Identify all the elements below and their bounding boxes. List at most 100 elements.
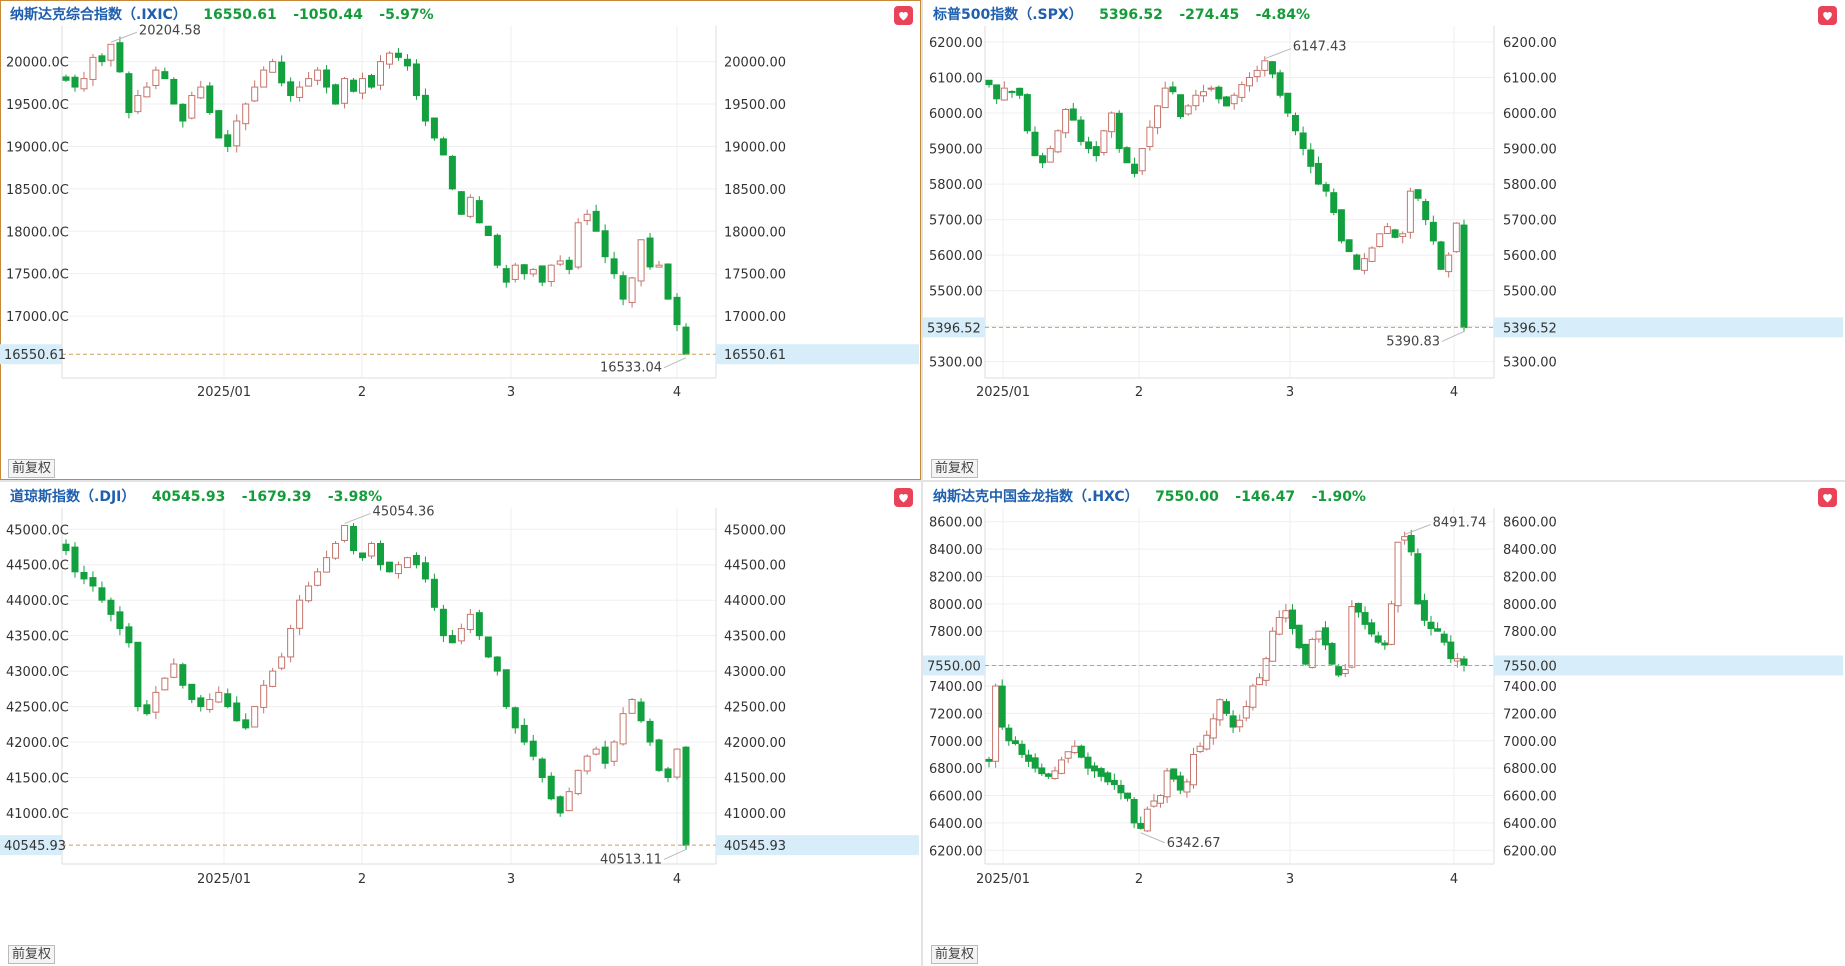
candle xyxy=(430,117,438,141)
heart-icon[interactable] xyxy=(894,6,913,25)
candle xyxy=(143,699,151,716)
candle-body xyxy=(1406,190,1414,233)
heart-icon[interactable] xyxy=(894,488,913,507)
candle-body xyxy=(1414,189,1422,199)
candle xyxy=(583,754,591,775)
candle-body xyxy=(1161,87,1169,109)
candle-body xyxy=(1005,727,1013,742)
y-tick-label-right: 18500.00 xyxy=(724,183,786,198)
chart-panel-spx[interactable]: 标普500指数（.SPX） 5396.52 -274.45 -4.84% 620… xyxy=(923,0,1845,480)
candle-body xyxy=(1123,147,1131,164)
candle xyxy=(1422,198,1430,226)
candle-body xyxy=(161,71,169,80)
index-name: 纳斯达克中国金龙指数（.HXC） xyxy=(933,489,1139,505)
candle xyxy=(260,679,268,714)
candle xyxy=(1276,69,1284,98)
candle-body xyxy=(1335,666,1343,676)
y-tick-label-right: 5900.00 xyxy=(1503,143,1557,158)
candle xyxy=(538,757,546,783)
candle xyxy=(368,541,376,559)
candle-body xyxy=(1407,534,1415,553)
candle xyxy=(1031,126,1039,157)
adjust-button[interactable]: 前复权 xyxy=(931,945,979,964)
candle-body xyxy=(646,237,654,268)
candle xyxy=(985,756,993,768)
candle-body xyxy=(601,746,609,764)
candle xyxy=(1077,116,1085,146)
candle-body xyxy=(1077,119,1085,142)
candle-body xyxy=(1064,751,1072,759)
candle xyxy=(457,623,465,645)
candle-body xyxy=(502,268,510,283)
candle-body xyxy=(376,543,384,566)
y-tick-label-left: 18000.0C xyxy=(6,225,69,240)
candle xyxy=(1170,768,1178,782)
chart-panel-ixic[interactable]: 纳斯达克综合指数（.IXIC） 16550.61 -1050.44 -5.97%… xyxy=(0,0,921,480)
candle xyxy=(619,271,627,306)
last-price-badge-right xyxy=(1494,655,1843,676)
last-price-label-left: 7550.00 xyxy=(927,659,981,674)
candle xyxy=(1391,228,1399,239)
candle-body xyxy=(1163,770,1171,798)
candle-body xyxy=(1422,201,1430,221)
candle xyxy=(421,556,429,583)
last-price-badge-left xyxy=(0,344,62,365)
candle xyxy=(574,769,582,796)
candle xyxy=(1429,215,1437,245)
chart-panel-hxc[interactable]: 纳斯达克中国金龙指数（.HXC） 7550.00 -146.47 -1.90% … xyxy=(923,482,1845,966)
candle xyxy=(1460,655,1468,672)
candle-body xyxy=(484,636,492,658)
y-tick-label-left: 19500.0C xyxy=(6,98,69,113)
adjust-button[interactable]: 前复权 xyxy=(8,459,56,478)
candle-body xyxy=(403,557,411,569)
candle xyxy=(520,718,528,746)
candle-body xyxy=(628,277,636,303)
change-value: -274.45 xyxy=(1179,7,1240,23)
candle-body xyxy=(1046,148,1054,163)
candle xyxy=(134,641,142,712)
candle-body xyxy=(1207,87,1215,90)
horizontal-divider xyxy=(0,480,1845,482)
candle-body xyxy=(359,552,367,559)
candles xyxy=(985,56,1468,332)
candle-body xyxy=(1354,602,1362,613)
adjust-button[interactable]: 前复权 xyxy=(931,459,979,478)
candle-body xyxy=(457,191,465,215)
candle xyxy=(1374,631,1382,645)
candle xyxy=(484,225,492,237)
candle xyxy=(1091,762,1099,778)
y-tick-label-right: 6600.00 xyxy=(1503,790,1557,805)
adjust-button[interactable]: 前复权 xyxy=(8,945,56,964)
heart-icon[interactable] xyxy=(1818,6,1837,25)
candle xyxy=(314,67,322,86)
candle-body xyxy=(1268,61,1276,75)
candle xyxy=(993,84,1001,105)
candle xyxy=(1360,253,1368,275)
candle-body xyxy=(1302,643,1310,665)
candle xyxy=(1216,698,1224,727)
candle xyxy=(62,74,70,82)
candle xyxy=(332,83,340,105)
candle xyxy=(1051,766,1059,780)
heart-icon[interactable] xyxy=(1818,488,1837,507)
candle-body xyxy=(62,543,70,552)
last-price-label-right: 7550.00 xyxy=(1503,659,1557,674)
candle-body xyxy=(341,78,349,104)
candle-body xyxy=(637,239,645,282)
candle-body xyxy=(1150,800,1158,807)
candle-body xyxy=(179,664,187,686)
candle-body xyxy=(224,134,232,147)
candle xyxy=(179,662,187,689)
candle xyxy=(484,636,492,659)
candle xyxy=(98,53,106,67)
candle-body xyxy=(1437,241,1445,270)
candle-body xyxy=(1130,799,1138,824)
chart-panel-dji[interactable]: 道琼斯指数（.DJI） 40545.93 -1679.39 -3.98% 450… xyxy=(0,482,921,966)
candle xyxy=(1108,111,1116,138)
candle-body xyxy=(1117,784,1125,794)
candle xyxy=(1146,120,1154,151)
candlestick-chart: 20000.0C 20000.00 19500.0C 19500.00 19000.0C… xyxy=(0,23,919,400)
candle xyxy=(62,539,70,556)
candle xyxy=(125,71,133,119)
candle xyxy=(1328,641,1336,666)
